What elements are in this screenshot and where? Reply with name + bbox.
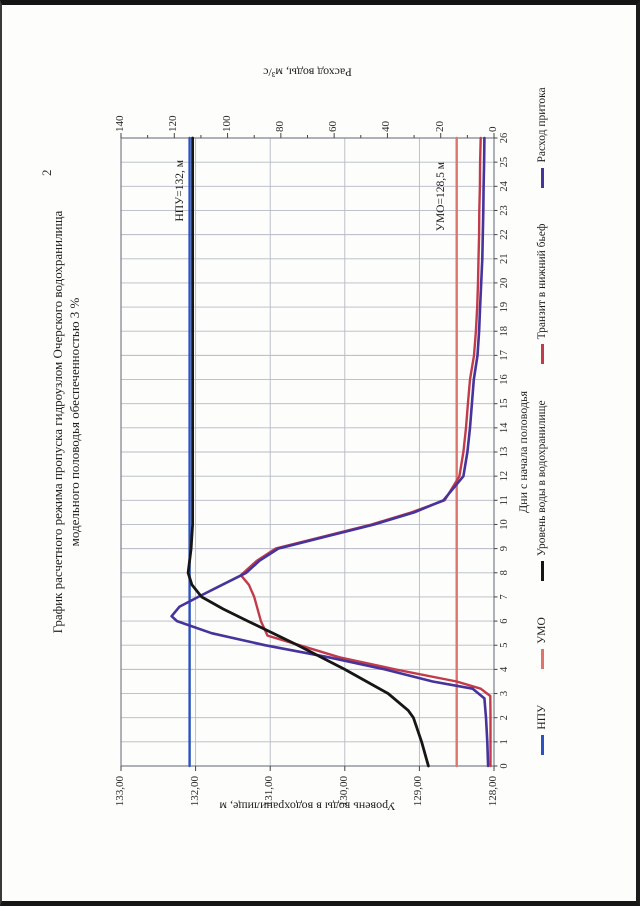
x-tick-label: 15 (499, 398, 510, 409)
chart-title-line2: модельного половодья обеспеченностью 3 % (67, 297, 82, 547)
y-right-tick-label: 100 (220, 115, 233, 133)
x-tick-label: 7 (499, 594, 510, 600)
x-tick-label: 13 (499, 446, 510, 458)
x-tick-label: 5 (499, 642, 510, 648)
y-left-tick-label: 132,00 (188, 776, 201, 807)
legend-label: Расход притока (536, 87, 548, 163)
rotated-chart-block: 2 График расчетного режима пропуска гидр… (25, 30, 583, 814)
x-tick-label: 23 (499, 205, 510, 216)
x-tick-label: 9 (499, 546, 510, 552)
y-right-tick-label: 140 (114, 115, 126, 133)
series-Расход притока (170, 136, 490, 768)
legend-line-marker (540, 167, 544, 188)
y-left-tick-label: 131,00 (263, 776, 276, 807)
y-left-tick-label: 129,00 (412, 776, 425, 807)
y-right-tick-label: 60 (327, 121, 340, 132)
legend-item-НПУ: НПУ (536, 705, 548, 755)
x-tick-label: 18 (499, 325, 510, 337)
y-left-tick-label: 128,00 (487, 776, 499, 807)
x-tick-label: 16 (499, 374, 510, 385)
x-tick-label: 2 (499, 715, 510, 721)
legend-item-УМО: УМО (536, 617, 548, 669)
legend-item-Транзит в нижний бьеф: Транзит в нижний бьеф (536, 224, 548, 365)
legend-item-Расход притока: Расход притока (536, 87, 548, 188)
y-right-tick-label: 80 (273, 121, 286, 132)
chart-title-line1: График расчетного режима пропуска гидроу… (50, 210, 65, 634)
chart-legend: НПУ УМО Уровень воды в водохранилище Транзи… (536, 50, 548, 792)
y-left-tick-label: 133,00 (114, 776, 126, 807)
y-right-tick-label: 120 (167, 115, 180, 133)
chart-title: График расчетного режима пропуска гидроу… (49, 72, 83, 772)
x-tick-label: 10 (499, 519, 510, 530)
x-tick-label: 0 (499, 763, 510, 769)
legend-label: Транзит в нижний бьеф (536, 223, 548, 340)
legend-item-Уровень воды в водохранилище: Уровень воды в водохранилище (536, 400, 548, 582)
x-tick-label: 17 (499, 350, 510, 361)
annotation-umo: УМО=128,5 м (435, 162, 447, 232)
x-tick-label: 11 (499, 495, 510, 506)
x-tick-label: 19 (499, 301, 510, 313)
x-tick-label: 6 (499, 618, 510, 624)
x-tick-label: 12 (499, 470, 510, 482)
x-tick-label: 14 (499, 422, 510, 434)
x-tick-label: 3 (499, 690, 510, 697)
x-tick-label: 22 (499, 229, 510, 240)
y-right-axis-title: Расход воды, м³/с (263, 65, 352, 80)
y-right-tick-label: 20 (433, 121, 446, 132)
plot-area (120, 133, 498, 771)
legend-line-marker (540, 344, 544, 365)
x-tick-label: 24 (499, 181, 510, 192)
legend-line-marker (540, 648, 544, 669)
x-tick-label: 26 (499, 132, 510, 144)
legend-label: Уровень воды в водохранилище (536, 400, 548, 557)
x-tick-label: 25 (499, 156, 510, 168)
y-left-axis-title: Уровень воды в водохранилище, м (219, 799, 396, 814)
x-tick-label: 21 (499, 253, 510, 265)
y-left-tick-label: 130,00 (337, 776, 350, 807)
legend-line-marker (540, 561, 544, 582)
x-tick-label: 20 (499, 277, 510, 289)
x-axis-title: Дни с начала половодья (516, 391, 530, 513)
legend-label: НПУ (536, 704, 548, 730)
x-tick-label: 4 (499, 666, 510, 673)
y-right-tick-label: 40 (380, 121, 393, 132)
x-tick-label: 8 (499, 570, 510, 576)
y-right-tick-label: 0 (487, 126, 499, 133)
x-tick-label: 1 (499, 739, 510, 745)
legend-label: УМО (536, 617, 548, 644)
annotation-npu: НПУ=132, м (174, 160, 186, 222)
series-Уровень воды в водохранилище (186, 136, 430, 768)
legend-line-marker (540, 734, 544, 755)
